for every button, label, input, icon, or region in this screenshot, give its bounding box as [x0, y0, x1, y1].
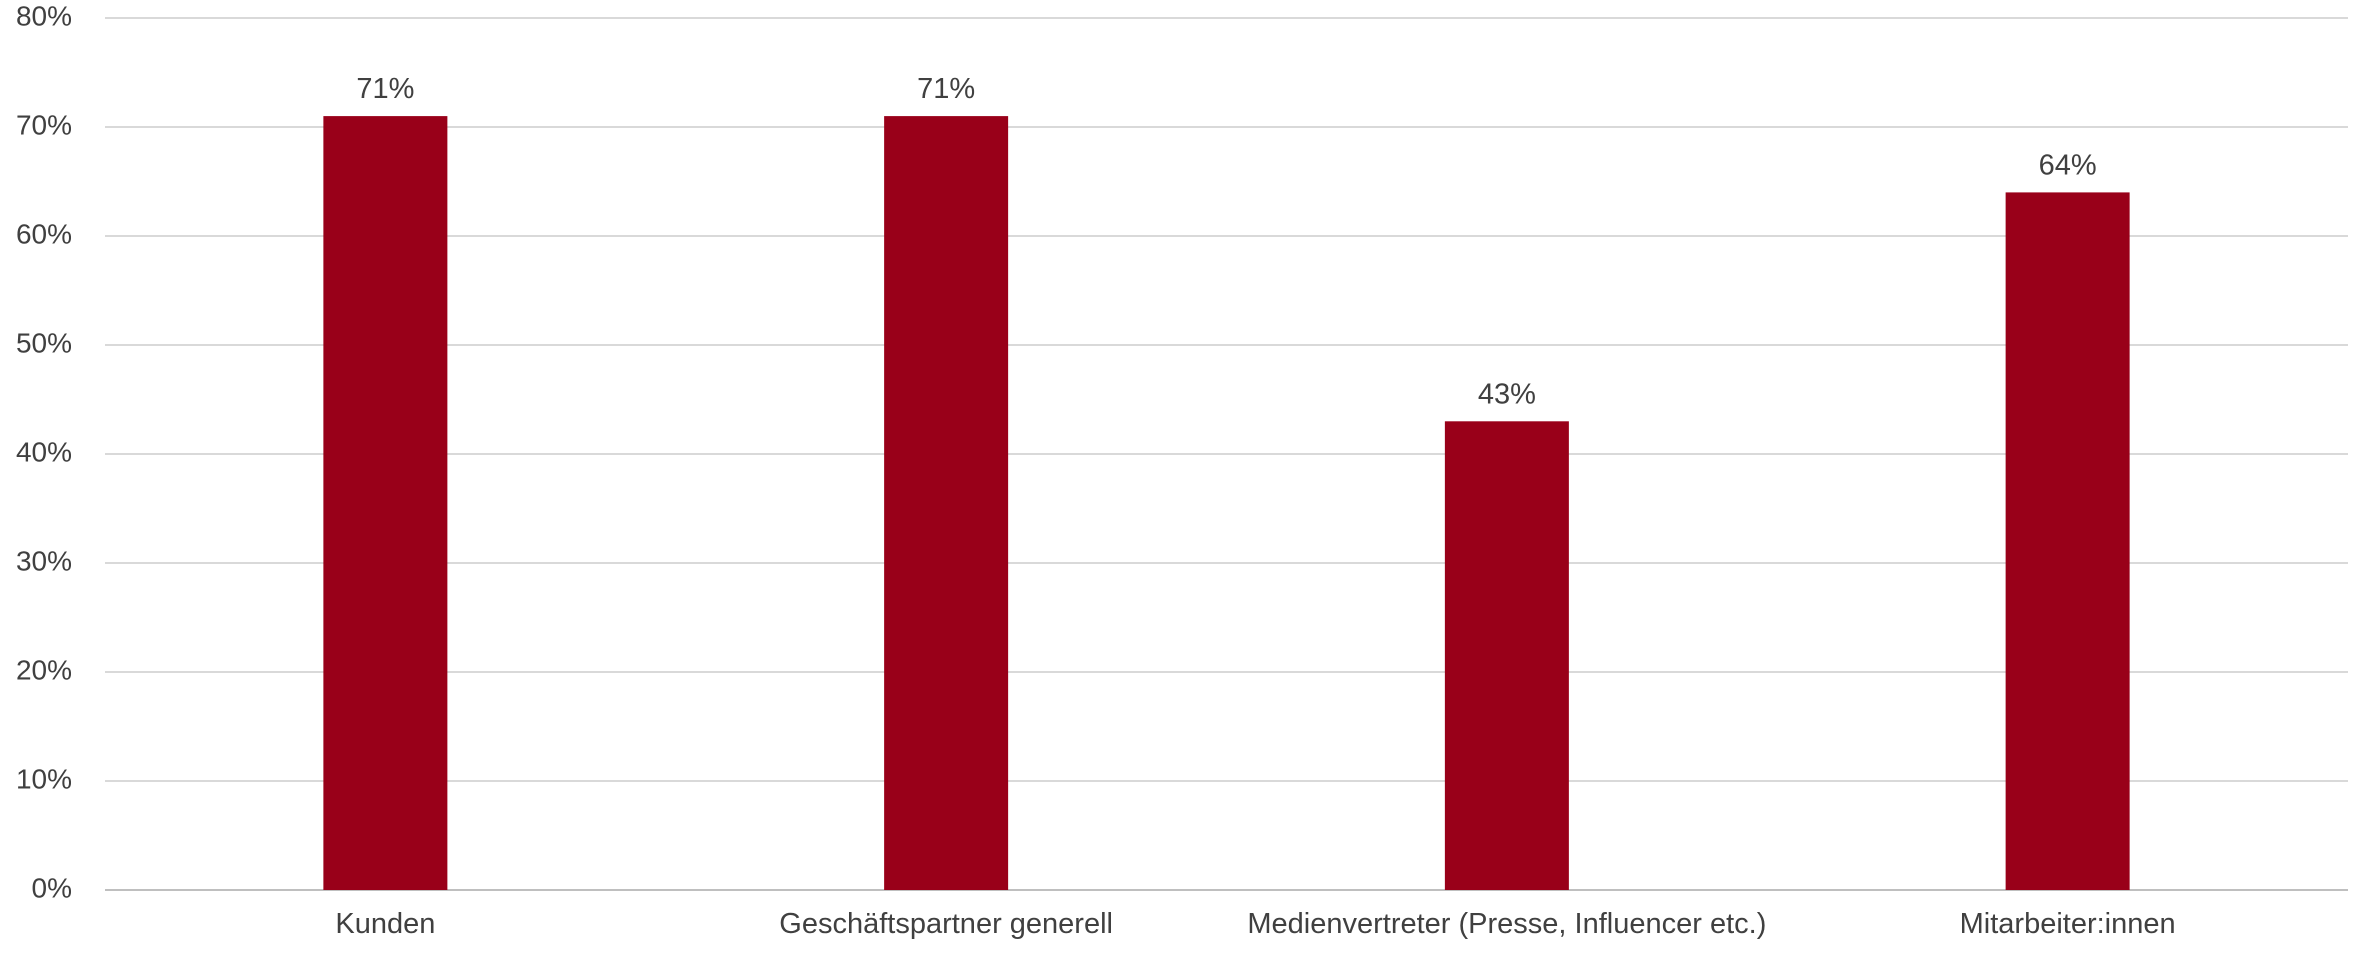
y-tick-label: 0%	[32, 872, 72, 903]
bar	[323, 116, 448, 891]
data-label: 64%	[2039, 149, 2097, 181]
data-label: 71%	[917, 73, 975, 105]
y-tick-label: 40%	[16, 436, 72, 467]
bar	[884, 116, 1009, 891]
category-label: Medienvertreter (Presse, Influencer etc.…	[1247, 908, 1766, 940]
category-label: Geschäftspartner generell	[779, 908, 1113, 940]
y-tick-label: 80%	[16, 0, 72, 31]
category-labels: Kunden Geschäftspartner generell Medienver…	[335, 908, 2175, 940]
data-label: 43%	[1478, 378, 1536, 410]
y-tick-label: 10%	[16, 763, 72, 794]
y-tick-label: 70%	[16, 109, 72, 140]
data-label: 71%	[356, 73, 414, 105]
y-tick-label: 20%	[16, 654, 72, 685]
y-tick-label: 50%	[16, 327, 72, 358]
y-tick-label: 60%	[16, 218, 72, 249]
category-label: Kunden	[335, 908, 435, 940]
bars	[323, 116, 2130, 891]
y-tick-label: 30%	[16, 545, 72, 576]
category-label: Mitarbeiter:innen	[1960, 908, 2176, 940]
y-axis-tick-labels: 0% 10% 20% 30% 40% 50% 60% 70% 80%	[16, 0, 72, 903]
bar	[2005, 192, 2130, 890]
bar	[1444, 421, 1569, 890]
gridlines	[105, 17, 2348, 891]
data-labels: 71% 71% 43% 64%	[356, 73, 2096, 410]
